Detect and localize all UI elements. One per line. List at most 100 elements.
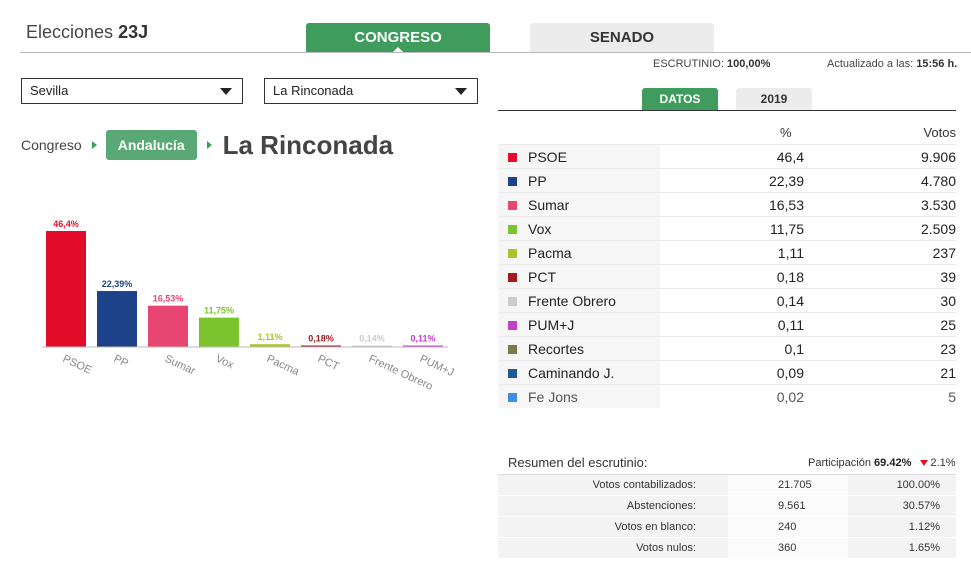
- tab-notch-icon: [392, 47, 404, 53]
- table-row: Caminando J. 0,09 21: [498, 360, 956, 384]
- province-select-value: Sevilla: [30, 83, 69, 98]
- party-votes: 21: [940, 365, 956, 381]
- party-pct: 1,11: [777, 245, 804, 261]
- header-pct: %: [780, 125, 792, 140]
- results-table: % Votos PSOE 46,4 9.906 PP 22,39 4.780 Sumar 16…: [498, 120, 956, 408]
- table-row: Pacma 1,11 237: [498, 240, 956, 264]
- party-name: PUM+J: [528, 317, 575, 333]
- party-cell: [498, 145, 660, 168]
- party-votes: 237: [932, 245, 956, 261]
- party-votes: 9.906: [920, 149, 956, 165]
- party-cell: [498, 289, 660, 312]
- party-name: Caminando J.: [528, 365, 615, 381]
- party-cell: [498, 265, 660, 288]
- party-name: Sumar: [528, 197, 570, 213]
- party-name: Recortes: [528, 341, 585, 357]
- party-cell: [498, 217, 660, 240]
- tab-senado-label: SENADO: [589, 29, 655, 46]
- municipality-select-value: La Rinconada: [273, 83, 354, 98]
- party-color-swatch: [508, 249, 517, 258]
- table-row: Frente Obrero 0,14 30: [498, 288, 956, 312]
- party-color-swatch: [508, 345, 517, 354]
- summary-pct: 1.12%: [848, 517, 956, 537]
- party-cell: [498, 361, 660, 384]
- results-bar-chart: 46,4% PSOE 22,39% PP 16,53% Sumar 11,75% Vox 1,1…: [42, 219, 456, 393]
- party-pct: 0,09: [776, 365, 804, 381]
- arrow-down-icon: [920, 460, 929, 467]
- party-color-swatch: [508, 153, 517, 162]
- tab-datos[interactable]: DATOS: [642, 88, 718, 110]
- table-row: Recortes 0,1 23: [498, 336, 956, 360]
- chart-bar: [148, 305, 188, 347]
- summary-count: 9.561: [728, 496, 848, 516]
- title-bold: 23J: [118, 22, 149, 42]
- chevron-down-icon: [220, 88, 232, 95]
- results-rows: PSOE 46,4 9.906 PP 22,39 4.780 Sumar 16,53 3.530…: [498, 144, 956, 408]
- summary-count: 21.705: [728, 475, 848, 495]
- party-votes: 30: [940, 293, 956, 309]
- participation-change: 2.1%: [930, 457, 956, 469]
- chevron-right-icon: [91, 141, 97, 149]
- breadcrumb: Congreso Andalucía La Rinconada: [21, 130, 393, 160]
- chart-category-label: PCT: [316, 353, 341, 373]
- participation-value: 69.42%: [874, 457, 912, 469]
- party-name: Vox: [528, 221, 552, 237]
- chart-data-label: 11,75%: [204, 306, 234, 316]
- tab-2019-label: 2019: [760, 92, 788, 106]
- chart-bar: [199, 317, 239, 347]
- tab-congreso[interactable]: CONGRESO: [306, 23, 490, 53]
- tab-2019[interactable]: 2019: [736, 88, 812, 110]
- summary-label: Abstenciones:: [498, 496, 728, 516]
- table-row: Vox 11,75 2.509: [498, 216, 956, 240]
- chart-bar: [301, 345, 341, 347]
- party-pct: 16,53: [768, 197, 804, 213]
- chart-category-label: PP: [112, 353, 130, 370]
- summary-pct: 100.00%: [848, 475, 956, 495]
- party-pct: 0,02: [776, 389, 804, 405]
- results-divider: [498, 110, 956, 111]
- party-color-swatch: [508, 393, 517, 402]
- party-votes: 4.780: [920, 173, 956, 189]
- summary-count: 240: [728, 517, 848, 537]
- party-cell: [498, 241, 660, 264]
- party-votes: 23: [940, 341, 956, 357]
- table-row: Fe Jons 0,02 5: [498, 384, 956, 408]
- summary-pct: 30.57%: [848, 496, 956, 516]
- summary-label: Votos en blanco:: [498, 517, 728, 537]
- chart-data-label: 0,11%: [410, 334, 435, 344]
- header-divider: [20, 52, 971, 53]
- summary-pct: 1.65%: [848, 538, 956, 558]
- party-pct: 46,4: [776, 149, 804, 165]
- chart-data-label: 16,53%: [153, 294, 184, 304]
- breadcrumb-congreso[interactable]: Congreso: [21, 137, 82, 153]
- table-row: Votos en blanco: 240 1.12%: [498, 517, 956, 538]
- party-color-swatch: [508, 201, 517, 210]
- municipality-select[interactable]: La Rinconada: [264, 78, 478, 104]
- escrutinio-status: ESCRUTINIO: 100,00%: [653, 58, 770, 70]
- party-color-swatch: [508, 273, 517, 282]
- party-cell: [498, 337, 660, 360]
- escrutinio-label: ESCRUTINIO:: [653, 58, 724, 70]
- tab-datos-label: DATOS: [659, 92, 701, 106]
- table-row: Votos nulos: 360 1.65%: [498, 538, 956, 559]
- tab-senado[interactable]: SENADO: [530, 23, 714, 52]
- chart-data-label: 22,39%: [102, 279, 133, 289]
- party-name: Frente Obrero: [528, 293, 616, 309]
- party-color-swatch: [508, 369, 517, 378]
- party-cell: [498, 313, 660, 336]
- table-row: Sumar 16,53 3.530: [498, 192, 956, 216]
- party-cell: [498, 385, 660, 408]
- table-row: PSOE 46,4 9.906: [498, 144, 956, 168]
- party-name: PP: [528, 173, 547, 189]
- chart-bar: [403, 345, 443, 347]
- breadcrumb-region[interactable]: Andalucía: [105, 130, 197, 160]
- chart-category-label: PUM+J: [418, 353, 456, 379]
- province-select[interactable]: Sevilla: [21, 78, 243, 104]
- updated-label: Actualizado a las:: [827, 58, 914, 70]
- party-pct: 0,18: [776, 269, 804, 285]
- party-color-swatch: [508, 297, 517, 306]
- chart-bar: [97, 291, 137, 347]
- party-color-swatch: [508, 225, 517, 234]
- results-header: % Votos: [498, 120, 956, 144]
- chart-data-label: 46,4%: [53, 219, 79, 229]
